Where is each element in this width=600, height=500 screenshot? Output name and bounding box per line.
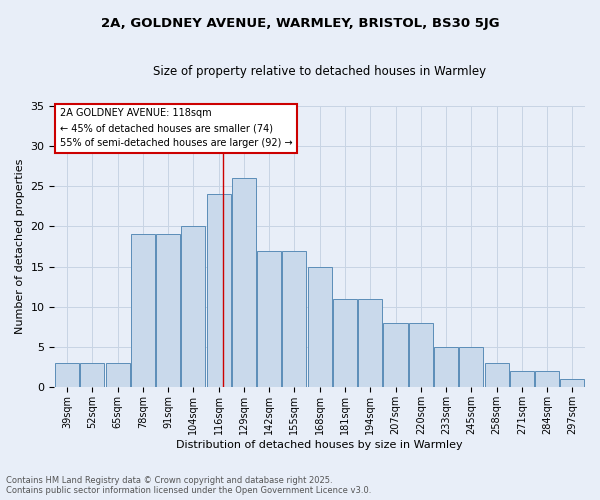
Bar — [257, 250, 281, 388]
Bar — [358, 299, 382, 388]
Bar — [485, 364, 509, 388]
Bar — [560, 380, 584, 388]
Bar — [55, 364, 79, 388]
Bar — [206, 194, 230, 388]
Text: 2A, GOLDNEY AVENUE, WARMLEY, BRISTOL, BS30 5JG: 2A, GOLDNEY AVENUE, WARMLEY, BRISTOL, BS… — [101, 18, 499, 30]
Bar — [333, 299, 357, 388]
Bar — [535, 372, 559, 388]
Bar — [510, 372, 534, 388]
Bar — [383, 323, 407, 388]
Bar — [232, 178, 256, 388]
Bar — [80, 364, 104, 388]
Bar — [131, 234, 155, 388]
Bar — [308, 266, 332, 388]
Title: Size of property relative to detached houses in Warmley: Size of property relative to detached ho… — [153, 65, 486, 78]
Y-axis label: Number of detached properties: Number of detached properties — [15, 159, 25, 334]
Text: 2A GOLDNEY AVENUE: 118sqm
← 45% of detached houses are smaller (74)
55% of semi-: 2A GOLDNEY AVENUE: 118sqm ← 45% of detac… — [60, 108, 292, 148]
Bar — [106, 364, 130, 388]
Bar — [434, 347, 458, 388]
X-axis label: Distribution of detached houses by size in Warmley: Distribution of detached houses by size … — [176, 440, 463, 450]
Bar — [409, 323, 433, 388]
Bar — [156, 234, 180, 388]
Bar — [459, 347, 484, 388]
Bar — [181, 226, 205, 388]
Bar — [283, 250, 307, 388]
Text: Contains HM Land Registry data © Crown copyright and database right 2025.
Contai: Contains HM Land Registry data © Crown c… — [6, 476, 371, 495]
